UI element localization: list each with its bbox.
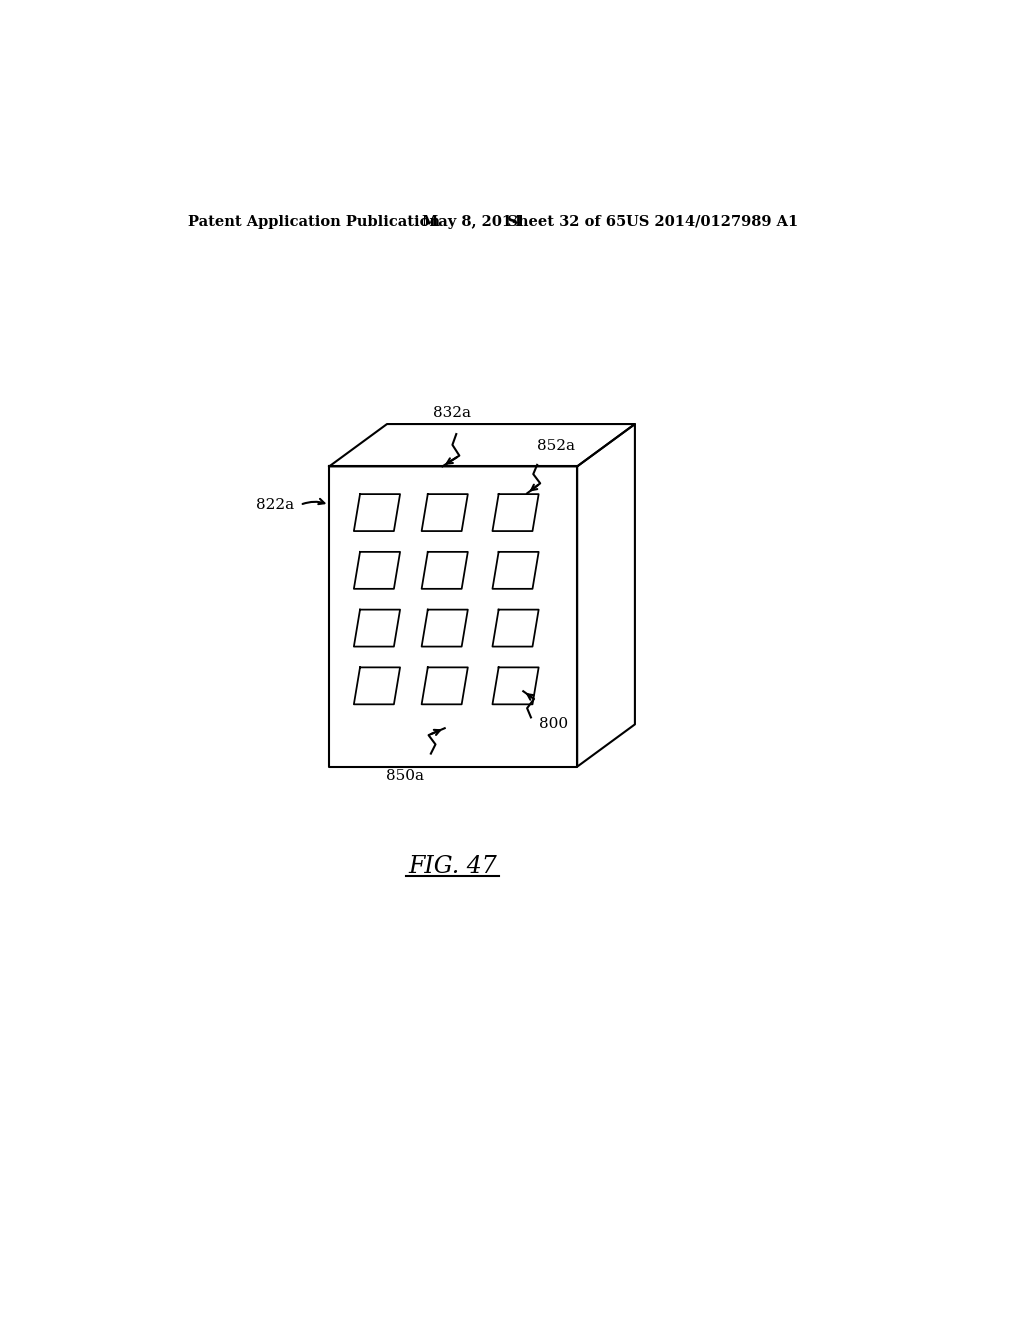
Text: US 2014/0127989 A1: US 2014/0127989 A1 bbox=[626, 215, 798, 228]
Text: May 8, 2014: May 8, 2014 bbox=[422, 215, 522, 228]
Text: 822a: 822a bbox=[256, 498, 295, 512]
Text: 852a: 852a bbox=[538, 438, 575, 453]
Text: Patent Application Publication: Patent Application Publication bbox=[188, 215, 440, 228]
Text: 832a: 832a bbox=[433, 407, 471, 420]
Text: Sheet 32 of 65: Sheet 32 of 65 bbox=[497, 215, 627, 228]
Text: 800: 800 bbox=[540, 717, 568, 731]
Text: 850a: 850a bbox=[386, 770, 425, 783]
Text: FIG. 47: FIG. 47 bbox=[408, 855, 497, 878]
